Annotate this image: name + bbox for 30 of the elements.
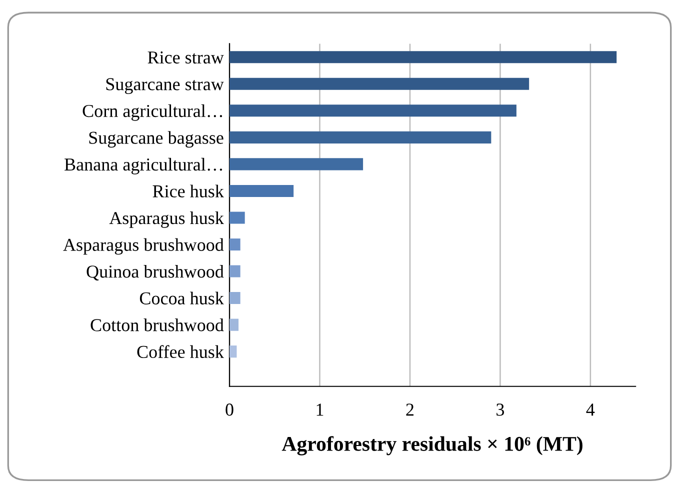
x-axis-title: Agroforestry residuals × 10⁶ (MT)	[282, 436, 582, 456]
y-tick-label: Sugarcane bagasse	[89, 131, 224, 148]
bar	[230, 238, 240, 251]
y-tick-label: Rice straw	[148, 51, 224, 64]
bar	[230, 265, 240, 278]
bar	[230, 104, 516, 117]
x-tick-label: 1	[316, 404, 324, 416]
y-tick-label: Cocoa husk	[140, 292, 224, 304]
y-tick-label: Corn agricultural…	[82, 104, 222, 121]
x-tick-label: 0	[226, 404, 234, 416]
bar	[230, 212, 245, 224]
y-tick-label: Rice husk	[152, 184, 224, 198]
bar	[230, 131, 492, 144]
bar	[230, 318, 239, 331]
y-tick-label: Sugarcane straw	[106, 78, 224, 94]
y-tick-label: Banana agricultural…	[64, 158, 222, 174]
x-tick-label: 4	[586, 404, 595, 416]
x-tick-label: 3	[496, 404, 504, 416]
y-tick-label: Asparagus brushwood	[63, 238, 224, 255]
y-tick-label: Coffee husk	[137, 345, 224, 358]
bar	[230, 51, 617, 64]
bar	[230, 346, 237, 358]
bar	[230, 78, 530, 90]
y-tick-label: Cotton brushwood	[90, 318, 224, 332]
x-tick-label: 2	[406, 404, 414, 416]
y-tick-label: Quinoa brushwood	[86, 265, 224, 280]
bar	[230, 184, 294, 197]
y-tick-label: Asparagus husk	[109, 211, 224, 228]
bar	[230, 292, 240, 304]
bar	[230, 158, 364, 170]
